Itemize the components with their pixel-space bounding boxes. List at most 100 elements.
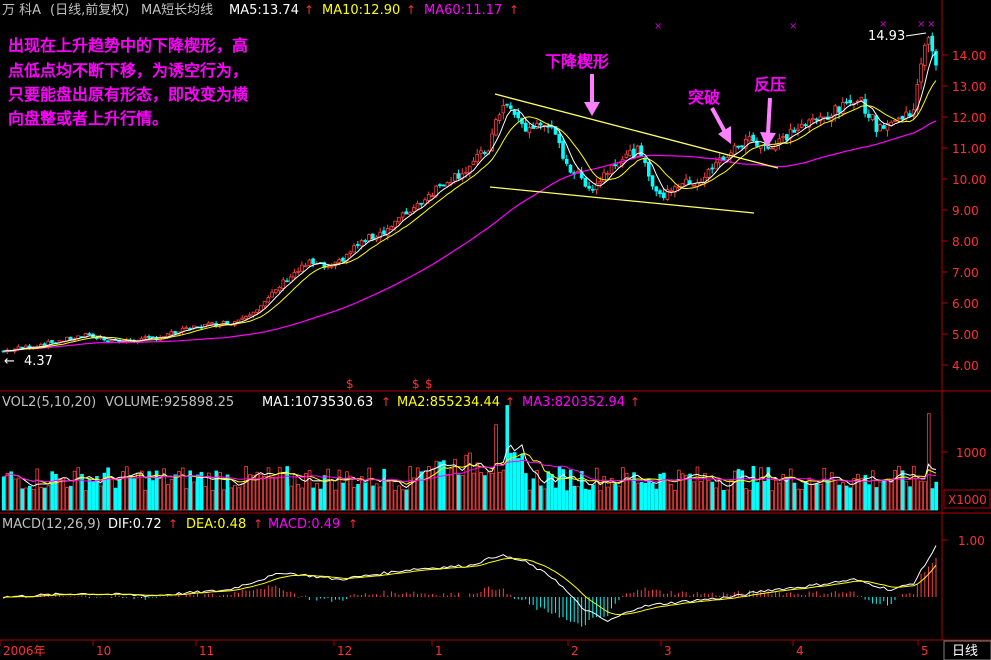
volume-bar <box>699 481 704 511</box>
volume-bar <box>195 474 200 511</box>
candle-body <box>370 233 375 240</box>
volume-bar <box>497 471 502 511</box>
candle-body <box>184 327 189 330</box>
candle-body <box>658 190 662 195</box>
candle-body <box>747 135 752 142</box>
volume-bar <box>9 471 13 511</box>
candle-body <box>471 160 476 166</box>
candle-body <box>624 153 629 158</box>
candle-body <box>650 175 655 187</box>
candle-body <box>393 220 397 228</box>
candle-body <box>426 194 431 201</box>
volume-bar <box>904 481 909 511</box>
volume-bar <box>106 467 110 511</box>
candle-body <box>441 184 446 187</box>
volume-bar <box>61 477 66 511</box>
candle-body <box>460 173 465 180</box>
candle-body <box>430 195 435 198</box>
candle-body <box>811 117 815 121</box>
annotation-line-3: 只要能盘出原有形态，即改变为横 <box>8 85 249 104</box>
volume-bar <box>95 476 99 511</box>
volume-bar <box>248 474 252 511</box>
macd-dif: DIF:0.72 <box>108 517 162 532</box>
volume-bar <box>177 471 181 511</box>
volume-bar <box>800 488 804 511</box>
candle-body <box>538 122 543 126</box>
volume-bar <box>315 482 319 511</box>
volume-bar <box>908 486 912 511</box>
volume-bar <box>844 485 849 511</box>
volume-bar <box>218 472 222 511</box>
volume-bar <box>434 460 439 511</box>
candle-body <box>296 270 300 273</box>
volume-bar <box>300 487 304 511</box>
indicator-name: MA短长均线 <box>141 3 213 18</box>
volume-bar <box>755 482 759 511</box>
volume-bar <box>69 485 73 511</box>
ma10-line <box>3 80 937 352</box>
volume-bar <box>188 470 193 511</box>
volume-bar <box>710 481 715 511</box>
volume-bar <box>744 488 748 511</box>
candle-body <box>870 114 875 121</box>
volume-bar <box>815 483 819 511</box>
candle-body <box>770 147 774 150</box>
volume-bar <box>460 475 465 511</box>
volume-bar <box>475 462 480 511</box>
price-tick-label: 8.00 <box>952 235 979 249</box>
macd-dea-arrow: ↑ <box>253 517 263 531</box>
candle-body <box>568 164 573 173</box>
volume-bar <box>80 473 84 511</box>
vol-unit: X1000 <box>948 493 987 507</box>
volume-bar <box>266 467 271 511</box>
candle-body <box>710 167 714 170</box>
candle-body <box>419 202 424 205</box>
volume-bar <box>307 470 312 511</box>
candle-body <box>206 322 211 326</box>
volume-bar <box>173 474 178 511</box>
volume-bar <box>568 469 573 511</box>
candle-body <box>628 150 632 156</box>
wedge-upper-line <box>494 93 779 169</box>
volume-bar <box>277 467 282 511</box>
period-button[interactable] <box>943 640 991 660</box>
price-axis: 14.00 13.00 12.00 11.00 10.00 9.00 8.00 7.00 6.0… <box>942 49 986 373</box>
volume-bar <box>706 479 711 511</box>
candle-body <box>240 317 245 320</box>
candle-body <box>277 286 282 292</box>
volume-bar <box>408 466 413 511</box>
volume-bar <box>207 472 211 511</box>
volume-bar <box>882 479 886 511</box>
volume-bar <box>669 483 674 511</box>
candle-body <box>714 162 718 170</box>
candle-body <box>262 301 267 307</box>
candle-body <box>415 202 420 210</box>
svg-text:×: × <box>879 19 887 30</box>
volume-bar <box>468 452 472 511</box>
volume-bar <box>281 472 286 511</box>
volume-bar <box>539 485 543 511</box>
volume-bar <box>740 470 745 511</box>
volume-bar <box>926 413 931 511</box>
volume-bar <box>919 480 924 511</box>
candle-body <box>691 184 696 187</box>
volume-bar <box>490 472 495 511</box>
vol-unit-box <box>943 489 991 509</box>
volume-bar <box>169 479 174 511</box>
signal-mark-2: $ <box>412 377 420 391</box>
candle-body <box>900 115 905 120</box>
candle-body <box>292 271 297 278</box>
volume-bar <box>5 473 10 511</box>
volume-bar <box>770 490 774 511</box>
volume-bar <box>356 483 360 511</box>
candle-body <box>893 120 897 122</box>
volume-bar <box>57 477 62 511</box>
volume-bar <box>848 487 853 511</box>
volume-bar <box>229 487 234 511</box>
volume-bar <box>535 470 539 511</box>
candle-body <box>840 102 845 114</box>
candle-body <box>673 186 677 193</box>
volume-bar <box>83 490 88 511</box>
volume-bar <box>624 472 629 511</box>
